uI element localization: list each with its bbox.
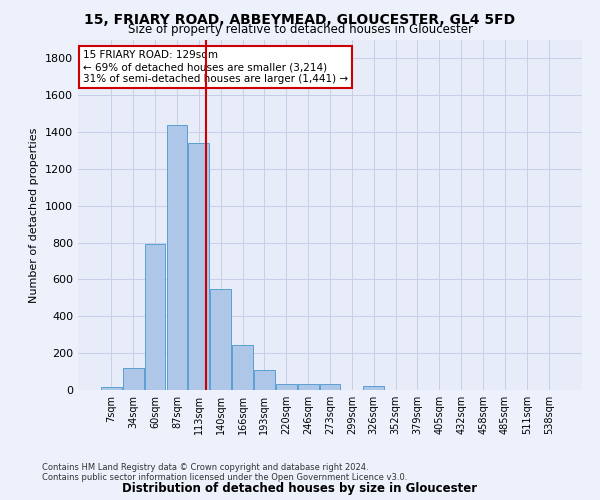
Text: Contains public sector information licensed under the Open Government Licence v3: Contains public sector information licen… (42, 474, 407, 482)
Bar (167, 124, 187, 390)
Bar (276, 384, 296, 390)
Bar (320, 384, 340, 390)
Bar (123, 368, 143, 390)
Bar (298, 384, 319, 390)
Y-axis label: Number of detached properties: Number of detached properties (29, 128, 40, 302)
Text: 15, FRIARY ROAD, ABBEYMEAD, GLOUCESTER, GL4 5FD: 15, FRIARY ROAD, ABBEYMEAD, GLOUCESTER, … (85, 12, 515, 26)
Text: Distribution of detached houses by size in Gloucester: Distribution of detached houses by size … (122, 482, 478, 495)
Bar (364, 386, 384, 390)
Bar (232, 345, 253, 390)
Text: Contains HM Land Registry data © Crown copyright and database right 2024.: Contains HM Land Registry data © Crown c… (42, 464, 368, 472)
Bar (254, 370, 275, 390)
Text: 15 FRIARY ROAD: 129sqm
← 69% of detached houses are smaller (3,214)
31% of semi-: 15 FRIARY ROAD: 129sqm ← 69% of detached… (83, 50, 348, 84)
Text: Size of property relative to detached houses in Gloucester: Size of property relative to detached ho… (128, 22, 473, 36)
Bar (101, 387, 122, 390)
Bar (188, 143, 209, 390)
Bar (145, 244, 166, 390)
Bar (210, 288, 231, 390)
